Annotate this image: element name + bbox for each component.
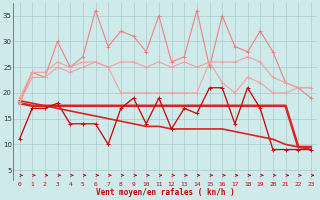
X-axis label: Vent moyen/en rafales ( kn/h ): Vent moyen/en rafales ( kn/h )	[96, 188, 235, 197]
